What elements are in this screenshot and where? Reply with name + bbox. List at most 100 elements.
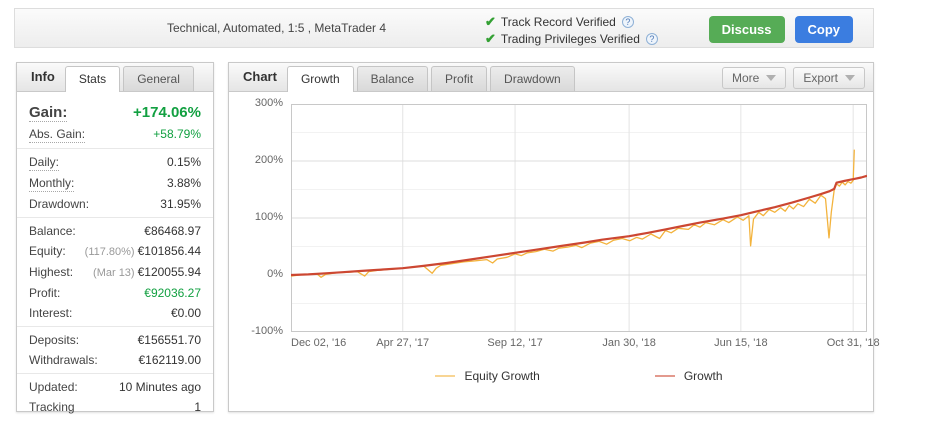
x-tick-label: Jan 30, '18 [602, 337, 656, 349]
y-tick-label: 100% [254, 211, 283, 223]
stat-value: (Mar 13) €120055.94 [93, 265, 201, 279]
chart-panel-header: Chart Growth Balance Profit Drawdown More E… [229, 63, 873, 92]
y-tick-label: -100% [251, 325, 283, 337]
stat-value: +58.79% [153, 127, 201, 141]
legend-label: Growth [683, 369, 723, 383]
chevron-down-icon [766, 75, 777, 81]
verified-label: Track Record Verified [500, 15, 616, 29]
stat-label: Withdrawals: [29, 353, 98, 367]
stats-group: Balance: €86468.97 Equity: (117.80%) €101856… [17, 217, 213, 326]
tab-profit[interactable]: Profit [431, 66, 488, 91]
stat-label: Equity: [29, 244, 66, 258]
legend-label: Equity Growth [464, 369, 540, 383]
tab-growth[interactable]: Growth [286, 66, 354, 92]
stat-row: Gain: +174.06% [17, 101, 213, 124]
legend-item-equity-growth[interactable]: Equity Growth [435, 369, 540, 383]
stat-value: €0.00 [170, 306, 201, 320]
stat-row: Balance: €86468.97 [17, 221, 213, 241]
y-tick-label: 300% [254, 97, 283, 109]
stat-value: €162119.00 [138, 353, 201, 367]
stat-label: Deposits: [29, 333, 80, 347]
series-growth [291, 174, 867, 277]
stat-row: Deposits: €156551.70 [17, 330, 213, 350]
tab-stats[interactable]: Stats [64, 66, 121, 92]
stat-label: Tracking [29, 400, 75, 414]
growth-chart-svg [291, 104, 867, 332]
verification-badges: ✔ Track Record Verified? ✔ Trading Privileg… [485, 13, 658, 48]
y-tick-label: 200% [254, 154, 283, 166]
export-dropdown-button[interactable]: Export [793, 67, 865, 89]
growth-chart-plot[interactable] [291, 104, 867, 332]
stat-row: Daily: 0.15% [17, 152, 213, 173]
stat-label: Balance: [29, 224, 76, 238]
discuss-button[interactable]: Discuss [708, 16, 785, 43]
stat-value: 10 Minutes ago [118, 380, 201, 394]
account-description: Technical, Automated, 1:5 , MetaTrader 4 [167, 21, 387, 35]
chart-panel: Chart Growth Balance Profit Drawdown More E… [228, 62, 880, 412]
stat-label: Highest: [29, 265, 74, 279]
legend-marker [654, 375, 675, 377]
stats-group: Deposits: €156551.70 Withdrawals: €162119.0… [17, 326, 213, 373]
check-icon: ✔ [485, 31, 496, 46]
info-panel-title: Info [31, 69, 55, 84]
x-tick-label: Jun 15, '18 [714, 337, 768, 349]
stat-label: Drawdown: [29, 197, 90, 211]
stat-row: Interest: €0.00 [17, 303, 213, 323]
info-panel-header: Info Stats General [17, 63, 213, 92]
y-tick-label: 0% [267, 268, 283, 280]
chart-tabs: Growth Balance Profit Drawdown [286, 66, 578, 92]
legend-marker [435, 375, 456, 377]
help-icon[interactable]: ? [645, 33, 658, 45]
stat-row: Highest: (Mar 13) €120055.94 [17, 262, 213, 283]
x-tick-label: Apr 27, '17 [376, 337, 430, 349]
more-dropdown-button[interactable]: More [721, 67, 787, 89]
x-tick-label: Sep 12, '17 [487, 337, 543, 349]
series-equity-growth [291, 149, 855, 278]
stat-label: Interest: [29, 306, 73, 320]
stat-value: +174.06% [133, 104, 201, 121]
tab-general[interactable]: General [123, 66, 194, 91]
stat-value: 31.95% [160, 197, 201, 211]
copy-button[interactable]: Copy [794, 16, 853, 43]
stat-label: Updated: [29, 380, 78, 394]
stat-label: Gain: [29, 104, 68, 122]
stat-row: Drawdown: 31.95% [17, 194, 213, 214]
stat-value: (117.80%) €101856.44 [84, 244, 201, 258]
stat-value: €86468.97 [144, 224, 201, 238]
stats-group: Daily: 0.15% Monthly: 3.88% Drawdown: 31.95% [17, 148, 213, 217]
chart-panel-title: Chart [243, 69, 277, 84]
stats-list: Gain: +174.06% Abs. Gain: +58.79% Daily: 0.15… [17, 92, 213, 420]
stat-row: Withdrawals: €162119.00 [17, 350, 213, 370]
stat-row: Monthly: 3.88% [17, 173, 213, 194]
export-label: Export [803, 71, 838, 85]
verified-badge: ✔ Trading Privileges Verified? [485, 31, 658, 47]
stat-label: Profit: [29, 286, 61, 300]
x-axis-labels: Dec 02, '16 Apr 27, '17 Sep 12, '17 Jan 30,… [291, 337, 880, 351]
more-label: More [731, 71, 760, 85]
x-tick-label: Oct 31, '18 [826, 337, 880, 349]
stat-label: Monthly: [29, 176, 75, 192]
stats-group: Gain: +174.06% Abs. Gain: +58.79% [17, 98, 213, 148]
info-tabs: Stats General [64, 66, 197, 92]
stat-row: Equity: (117.80%) €101856.44 [17, 241, 213, 262]
verified-label: Trading Privileges Verified [500, 32, 640, 46]
stat-value-prefix: (Mar 13) [93, 267, 135, 279]
stat-row: Tracking 1 [17, 397, 213, 417]
tab-balance[interactable]: Balance [356, 66, 429, 91]
stat-value: €92036.27 [144, 286, 201, 300]
x-tick-label: Dec 02, '16 [291, 337, 347, 349]
legend-item-growth[interactable]: Growth [654, 369, 723, 383]
stat-label: Daily: [29, 155, 60, 171]
stats-group: Updated: 10 Minutes ago Tracking 1 [17, 373, 213, 420]
help-icon[interactable]: ? [621, 16, 634, 28]
stat-row: Abs. Gain: +58.79% [17, 124, 213, 145]
stat-value: €156551.70 [137, 333, 201, 347]
stat-value: 0.15% [166, 155, 201, 169]
chart-legend: Equity Growth Growth [291, 369, 867, 383]
info-panel: Info Stats General Gain: +174.06% Abs. Gain… [16, 62, 214, 414]
chevron-down-icon [845, 75, 855, 81]
tab-drawdown[interactable]: Drawdown [490, 66, 575, 91]
account-summary-bar: Technical, Automated, 1:5 , MetaTrader 4… [14, 8, 874, 48]
check-icon: ✔ [485, 14, 496, 29]
stat-label: Abs. Gain: [29, 127, 86, 143]
